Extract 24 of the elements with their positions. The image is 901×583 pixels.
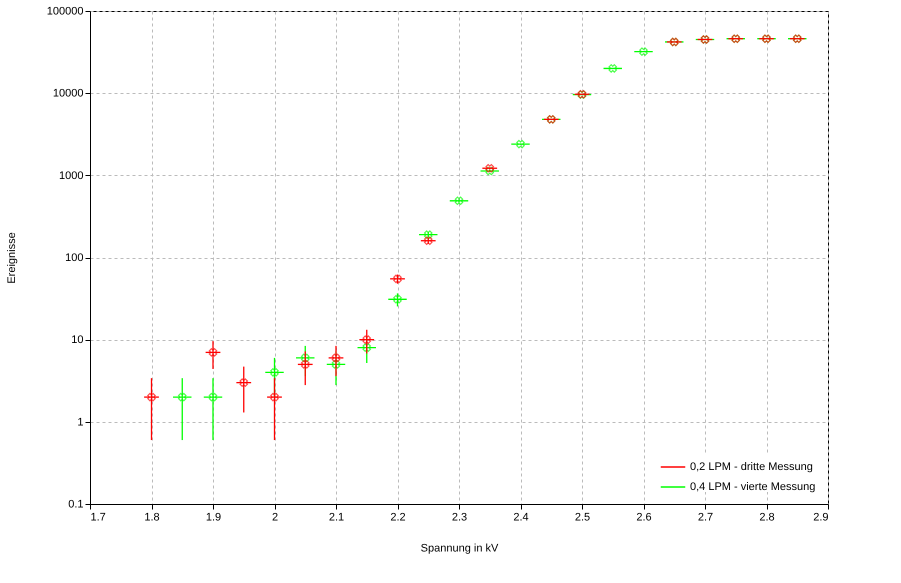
y-tick-label: 100 [65,252,84,264]
x-tick-label: 1.9 [206,512,222,524]
x-tick-label: 2.7 [698,512,714,524]
x-tick-label: 2.4 [513,512,529,524]
y-tick-label: 100000 [46,6,84,18]
x-tick-label: 2.9 [813,512,828,524]
y-tick-label: 10000 [52,88,84,100]
x-tick-label: 1.8 [144,512,160,524]
legend-label: 0,4 LPM - vierte Messung [690,481,816,493]
x-tick-label: 2 [272,512,278,524]
x-axis-title: Spannung in kV [420,542,499,554]
x-tick-label: 1.7 [90,512,106,524]
x-tick-label: 2.6 [636,512,652,524]
y-tick-label: 0.1 [68,498,84,510]
y-tick-label: 1 [77,416,84,428]
x-tick-label: 2.3 [452,512,468,524]
legend-label: 0,2 LPM - dritte Messung [690,461,813,473]
x-tick-label: 2.2 [390,512,406,524]
x-tick-label: 2.1 [328,512,344,524]
y-tick-label: 1000 [59,170,84,182]
x-tick-label: 2.8 [759,512,775,524]
y-tick-label: 10 [71,334,84,346]
y-axis-title: Ereignisse [6,232,18,284]
x-tick-label: 2.5 [574,512,590,524]
